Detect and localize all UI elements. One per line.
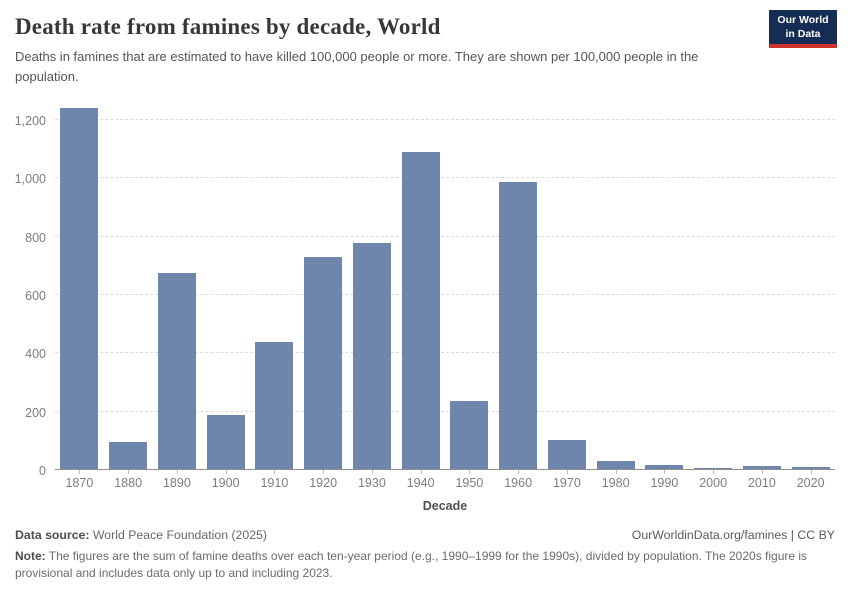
x-axis-tick (371, 470, 373, 474)
bar-1920[interactable] (304, 257, 343, 470)
x-axis-tick-label-1890: 1890 (162, 476, 191, 490)
page-title: Death rate from famines by decade, World (15, 14, 441, 39)
gridline-400 (55, 352, 835, 354)
y-axis-tick-label: 400 (25, 347, 46, 362)
x-axis-tick-label-1910: 1910 (260, 476, 289, 490)
y-axis-tick-label: 600 (25, 289, 46, 304)
bar-1960[interactable] (499, 181, 538, 470)
owid-logo[interactable]: Our World in Data (769, 10, 837, 49)
x-axis-tick-label-1980: 1980 (601, 476, 630, 490)
x-axis-tick (274, 470, 276, 474)
x-axis-tick (225, 470, 227, 474)
x-axis-tick (518, 470, 520, 474)
bar-slot-2000 (689, 104, 738, 470)
bar-1890[interactable] (157, 273, 196, 470)
plot-area: 0 200 400 600 800 1,000 1,200 (15, 104, 835, 478)
bar-1910[interactable] (255, 341, 294, 470)
x-axis-tick (420, 470, 422, 474)
bar-slot-1880 (104, 104, 153, 470)
note-text: The figures are the sum of famine deaths… (15, 549, 808, 581)
bar-slot-1940 (396, 104, 445, 470)
bar-2020[interactable] (791, 466, 830, 470)
x-axis-tick-label-1970: 1970 (552, 476, 581, 490)
y-axis-tick-label: 1,200 (14, 114, 46, 129)
bar-1930[interactable] (352, 242, 391, 470)
x-axis-tick (761, 470, 763, 474)
attribution-link[interactable]: OurWorldinData.org/famines | CC BY (631, 528, 835, 542)
gridline-1000 (55, 177, 835, 179)
chart-footer: Data source: World Peace Foundation (202… (15, 528, 835, 583)
gridline-800 (55, 235, 835, 237)
bar-slot-2010 (738, 104, 787, 470)
x-axis-tick-label-1920: 1920 (309, 476, 338, 490)
bar-slot-1930 (348, 104, 397, 470)
y-axis-tick-label: 0 (39, 464, 46, 478)
x-axis-tick (469, 470, 471, 474)
bar-1940[interactable] (401, 152, 440, 470)
bar-slot-1870 (55, 104, 104, 470)
owid-logo-line2: in Data (785, 27, 821, 40)
x-axis-tick-label-1880: 1880 (114, 476, 143, 490)
bars-row (55, 104, 835, 470)
y-axis-tick-label: 200 (25, 405, 46, 420)
bar-slot-1910 (250, 104, 299, 470)
bar-slot-1890 (153, 104, 202, 470)
x-axis-tick (176, 470, 178, 474)
y-axis-tick-label: 800 (25, 230, 46, 245)
bar-2010[interactable] (742, 465, 781, 470)
bar-slot-1950 (445, 104, 494, 470)
bar-slot-1900 (201, 104, 250, 470)
x-axis-line (55, 469, 835, 470)
x-axis-tick (566, 470, 568, 474)
bar-1900[interactable] (206, 414, 245, 470)
bar-1970[interactable] (547, 439, 586, 470)
bar-chart: 0 200 400 600 800 1,000 1,200 1870 1880 1890 1900… (15, 104, 835, 513)
x-axis-tick (664, 470, 666, 474)
x-axis-tick (615, 470, 617, 474)
x-axis-tick-label-1900: 1900 (211, 476, 240, 490)
bar-slot-1970 (543, 104, 592, 470)
bar-slot-2020 (786, 104, 835, 470)
gridline-1200 (55, 119, 835, 121)
data-source-label: Data source: (15, 528, 90, 542)
x-axis-tick-label-2020: 2020 (796, 476, 825, 490)
gridline-600 (55, 294, 835, 296)
x-axis-labels: 1870 1880 1890 1900 1910 1920 1930 1940 1950 1960… (55, 470, 835, 490)
bar-1880[interactable] (109, 442, 148, 470)
x-axis-tick (810, 470, 812, 474)
x-axis-tick (79, 470, 81, 474)
chart-subtitle: Deaths in famines that are estimated to … (15, 49, 699, 84)
data-source-line: Data source: World Peace Foundation (202… (15, 528, 267, 542)
gridline-200 (55, 410, 835, 412)
y-axis-tick-label: 1,000 (14, 172, 46, 187)
x-axis-tick-label-1990: 1990 (650, 476, 679, 490)
x-axis-tick (323, 470, 325, 474)
x-axis-tick-label-1930: 1930 (357, 476, 386, 490)
bar-2000[interactable] (694, 467, 733, 470)
note-label: Note: (15, 549, 46, 563)
footnote: Note: The figures are the sum of famine … (15, 548, 835, 583)
x-axis-tick-label-1950: 1950 (455, 476, 484, 490)
bar-slot-1980 (591, 104, 640, 470)
bar-slot-1920 (299, 104, 348, 470)
x-axis-tick (128, 470, 130, 474)
x-axis-tick-label-1870: 1870 (65, 476, 94, 490)
bar-1950[interactable] (450, 401, 489, 470)
owid-logo-line1: Our World (777, 14, 829, 26)
bar-slot-1990 (640, 104, 689, 470)
x-axis-tick (713, 470, 715, 474)
x-axis-tick-label-2000: 2000 (699, 476, 728, 490)
x-axis-tick-label-2010: 2010 (747, 476, 776, 490)
x-axis-title: Decade (422, 499, 468, 513)
bar-1870[interactable] (60, 107, 99, 470)
bar-1990[interactable] (645, 465, 684, 470)
bar-slot-1960 (494, 104, 543, 470)
bar-1980[interactable] (596, 461, 635, 470)
x-axis-tick-label-1940: 1940 (406, 476, 435, 490)
x-axis-tick-label-1960: 1960 (504, 476, 533, 490)
data-source-text: World Peace Foundation (2025) (89, 528, 268, 542)
